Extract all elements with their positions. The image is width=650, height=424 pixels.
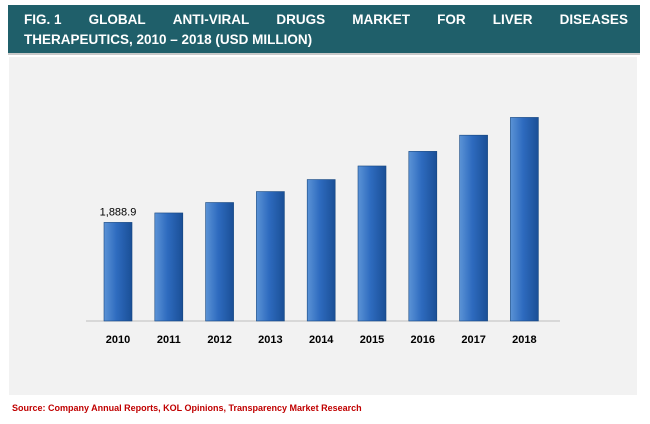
figure-title-bar: FIG. 1 GLOBAL ANTI-VIRAL DRUGS MARKET FO… — [8, 5, 640, 55]
bar-2018 — [510, 117, 539, 322]
title-word: FOR — [437, 12, 466, 27]
bar-2016 — [408, 151, 438, 322]
bar-2013 — [256, 191, 285, 322]
title-word: LIVER — [492, 12, 533, 27]
title-word: GLOBAL — [88, 12, 146, 27]
title-word: ANTI-VIRAL — [172, 12, 250, 27]
bar-2010 — [103, 222, 133, 322]
title-word: DISEASES — [559, 12, 628, 27]
x-tick-label: 2010 — [106, 334, 130, 346]
x-tick-label: 2014 — [309, 334, 334, 346]
x-tick-label: 2012 — [207, 334, 231, 346]
title-line-2: THERAPEUTICS, 2010 – 2018 (USD MILLION) — [24, 32, 313, 47]
title-word: MARKET — [352, 12, 411, 27]
x-tick-label: 2018 — [512, 334, 536, 346]
title-line-1: FIG. 1 GLOBAL ANTI-VIRAL DRUGS MARKET FO… — [24, 12, 628, 27]
bar-2012 — [205, 202, 234, 322]
bar-2014 — [306, 179, 336, 322]
source-note: Source: Company Annual Reports, KOL Opin… — [12, 403, 362, 413]
bar-2017 — [459, 134, 488, 322]
x-tick-label: 2013 — [258, 334, 282, 346]
data-label: 1,888.9 — [100, 206, 137, 218]
title-word: DRUGS — [276, 12, 326, 27]
bar-2011 — [154, 212, 184, 322]
x-tick-label: 2016 — [411, 334, 435, 346]
x-tick-label: 2011 — [157, 334, 181, 346]
x-tick-label: 2015 — [360, 334, 384, 346]
bar-2015 — [357, 165, 387, 322]
title-word: FIG. 1 — [24, 12, 62, 27]
x-tick-label: 2017 — [461, 334, 485, 346]
